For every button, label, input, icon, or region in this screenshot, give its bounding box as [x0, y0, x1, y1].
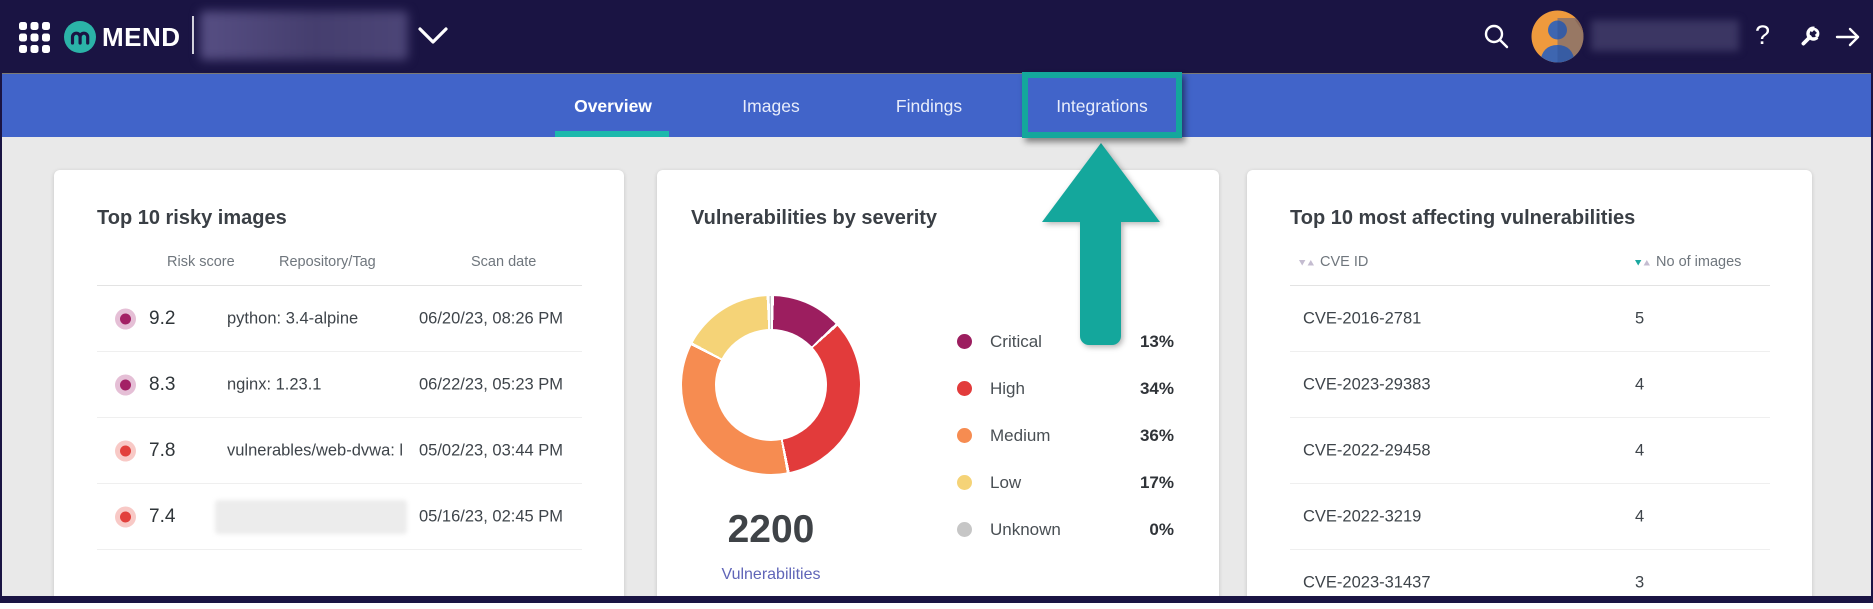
legend-label: Medium	[990, 425, 1051, 445]
cve-id: CVE-2022-3219	[1303, 507, 1422, 525]
user-name-redacted[interactable]	[1591, 20, 1739, 51]
sort-icon[interactable]	[1299, 258, 1314, 267]
image-count: 3	[1635, 573, 1645, 592]
top-navbar: MEND ?	[2, 2, 1871, 73]
table-row: 8.3 nginx: 1.23.1 06/22/23, 05:23 PM	[97, 352, 582, 418]
repository-tag-redacted	[215, 499, 407, 534]
scan-date: 06/20/23, 08:26 PM	[419, 309, 564, 327]
wrench-icon[interactable]	[1796, 24, 1823, 51]
severity-dot-high	[115, 440, 136, 461]
card-top-affecting-vulnerabilities: Top 10 most affecting vulnerabilities CV…	[1247, 170, 1812, 601]
cve-id: CVE-2023-31437	[1303, 573, 1431, 592]
image-count: 4	[1635, 441, 1645, 459]
card-top-risky-images: Top 10 risky images Risk score Repositor…	[54, 170, 624, 601]
legend-dot	[957, 475, 972, 490]
severity-dot-high	[115, 506, 136, 527]
table-row: 7.4 05/16/23, 02:45 PM	[97, 484, 582, 550]
severity-dot-critical	[115, 374, 136, 395]
card-title: Top 10 risky images	[97, 207, 287, 229]
card-vulnerabilities-by-severity: Vulnerabilities by severity 2200 Vulnera…	[657, 170, 1219, 601]
help-icon[interactable]: ?	[1755, 20, 1771, 50]
header-divider	[97, 285, 582, 286]
legend-label: High	[990, 378, 1025, 398]
scan-date: 05/02/23, 03:44 PM	[419, 441, 564, 459]
donut-hole	[715, 329, 827, 441]
section-tabbar: Overview Images Findings Integrations	[2, 73, 1871, 137]
severity-donut-chart	[682, 296, 860, 474]
total-vulnerabilities-count: 2200	[727, 508, 815, 551]
repository-tag: python: 3.4-alpine	[227, 309, 359, 327]
card-title: Top 10 most affecting vulnerabilities	[1290, 207, 1636, 229]
window-bottom-edge	[2, 596, 1871, 601]
tab-findings[interactable]: Findings	[895, 95, 963, 116]
legend-percent: 13%	[1139, 331, 1174, 351]
arrow-shaft	[1080, 207, 1121, 345]
tab-images[interactable]: Images	[742, 95, 800, 116]
scan-date: 06/22/23, 05:23 PM	[419, 375, 564, 393]
image-count: 5	[1635, 309, 1645, 327]
image-count: 4	[1635, 375, 1645, 393]
legend-percent: 34%	[1139, 378, 1174, 398]
legend-item-critical: Critical 13%	[957, 318, 1174, 365]
column-header-scan-date[interactable]: Scan date	[471, 254, 537, 270]
table-row: CVE-2022-29458 4	[1290, 418, 1770, 484]
avatar[interactable]	[1531, 10, 1584, 63]
column-header-risk-score[interactable]: Risk score	[167, 254, 235, 270]
tab-overview[interactable]: Overview	[574, 95, 652, 116]
legend-item-low: Low 17%	[957, 459, 1174, 506]
sort-icon-active-desc[interactable]	[1635, 258, 1650, 267]
mend-logo	[64, 21, 96, 53]
legend-percent: 17%	[1139, 472, 1174, 492]
legend-percent: 0%	[1149, 519, 1174, 539]
tab-integrations[interactable]: Integrations	[1056, 95, 1148, 116]
table-row: 9.2 python: 3.4-alpine 06/20/23, 08:26 P…	[97, 286, 582, 352]
legend-percent: 36%	[1139, 425, 1174, 445]
risk-score: 9.2	[149, 307, 176, 329]
scan-date: 05/16/23, 02:45 PM	[419, 507, 564, 525]
legend-dot	[957, 381, 972, 396]
cve-id: CVE-2016-2781	[1303, 309, 1422, 327]
table-row: CVE-2016-2781 5	[1290, 286, 1770, 352]
risk-score: 8.3	[149, 373, 176, 395]
header-divider	[1290, 285, 1770, 286]
card-title: Vulnerabilities by severity	[691, 207, 938, 229]
risk-score: 7.4	[149, 505, 176, 527]
cve-id: CVE-2022-29458	[1303, 441, 1431, 459]
legend-dot	[957, 522, 972, 537]
table-row: CVE-2022-3219 4	[1290, 484, 1770, 550]
active-tab-underline	[555, 131, 669, 137]
legend-item-medium: Medium 36%	[957, 412, 1174, 459]
severity-dot-critical	[115, 308, 136, 329]
vulnerabilities-link[interactable]: Vulnerabilities	[721, 566, 821, 583]
arrow-head	[1042, 143, 1160, 222]
repository-tag: vulnerables/web-dvwa: l	[227, 441, 404, 459]
navbar-divider	[192, 16, 194, 54]
table-row: CVE-2023-31437 3	[1290, 550, 1770, 601]
apps-grid-icon[interactable]	[19, 22, 50, 53]
cve-id: CVE-2023-29383	[1303, 375, 1431, 393]
legend-label: Critical	[990, 331, 1042, 351]
column-header-cve-id[interactable]: CVE ID	[1299, 254, 1368, 270]
column-header-no-of-images[interactable]: No of images	[1635, 254, 1741, 270]
legend-item-unknown: Unknown 0%	[957, 506, 1174, 553]
legend-item-high: High 34%	[957, 365, 1174, 412]
image-count: 4	[1635, 507, 1645, 525]
legend-dot	[957, 334, 972, 349]
legend-label: Low	[990, 472, 1022, 492]
org-name-redacted[interactable]	[200, 11, 408, 60]
logout-icon[interactable]	[1834, 25, 1863, 49]
legend-label: Unknown	[990, 519, 1061, 539]
legend-dot	[957, 428, 972, 443]
column-header-repository[interactable]: Repository/Tag	[279, 254, 376, 270]
search-icon[interactable]	[1483, 23, 1510, 50]
annotation-highlight-box	[1022, 72, 1182, 138]
brand-wordmark: MEND	[102, 22, 181, 52]
table-row: 7.8 vulnerables/web-dvwa: l 05/02/23, 03…	[97, 418, 582, 484]
chevron-down-icon[interactable]	[417, 26, 449, 46]
risk-score: 7.8	[149, 439, 176, 461]
repository-tag: nginx: 1.23.1	[227, 375, 322, 393]
table-row: CVE-2023-29383 4	[1290, 352, 1770, 418]
